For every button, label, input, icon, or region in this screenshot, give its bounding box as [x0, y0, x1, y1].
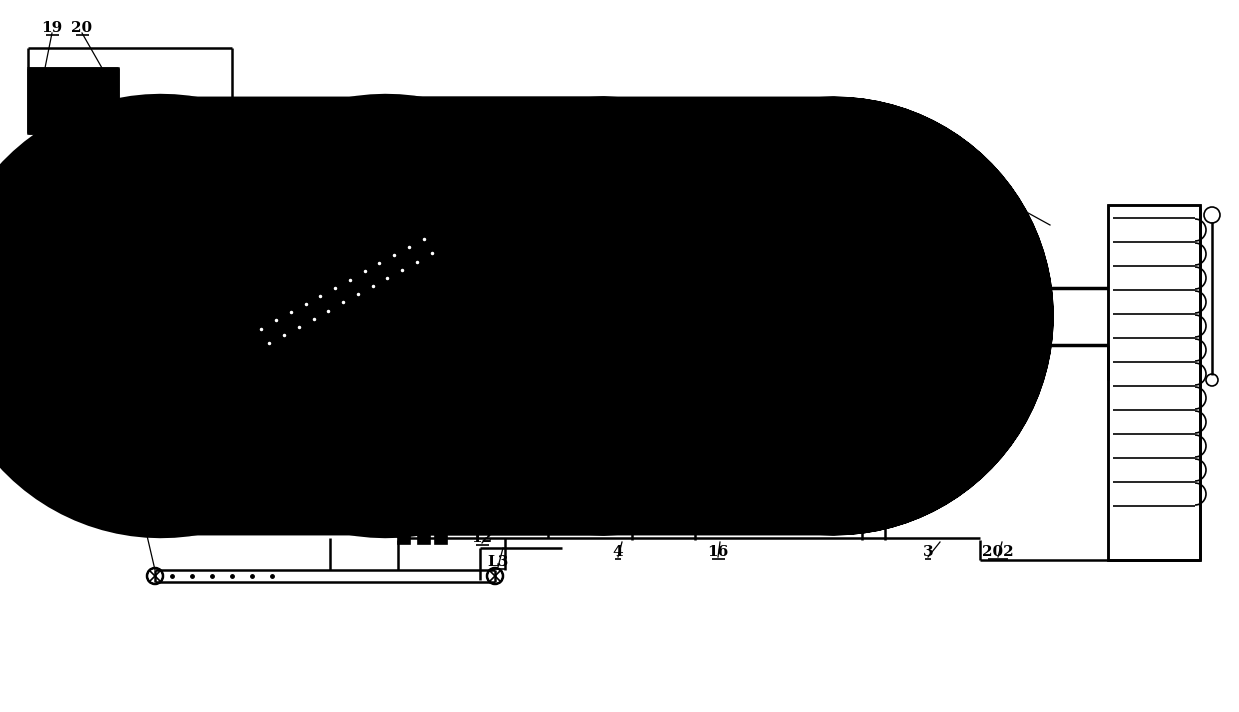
- Text: L4: L4: [528, 465, 549, 479]
- Text: 201: 201: [959, 191, 991, 205]
- Text: 13: 13: [637, 365, 659, 379]
- Text: 1: 1: [452, 178, 463, 192]
- Text: 8: 8: [577, 101, 589, 115]
- Text: 104: 104: [247, 398, 278, 412]
- Text: 21: 21: [207, 148, 228, 162]
- Text: 7: 7: [483, 178, 493, 192]
- Text: 105: 105: [377, 505, 408, 519]
- Text: 2: 2: [1005, 191, 1015, 205]
- Text: 5: 5: [509, 161, 520, 175]
- Bar: [28, 68, 118, 133]
- Text: 102: 102: [436, 241, 468, 255]
- Bar: [418, 532, 430, 544]
- Text: 106: 106: [123, 485, 154, 499]
- Text: S: S: [665, 424, 670, 430]
- Text: L1: L1: [720, 251, 741, 265]
- Polygon shape: [123, 110, 233, 215]
- Bar: [452, 282, 479, 304]
- Text: 15: 15: [684, 221, 705, 235]
- Bar: [435, 532, 447, 544]
- Polygon shape: [660, 250, 670, 268]
- Text: 20: 20: [72, 21, 93, 35]
- Polygon shape: [535, 445, 575, 468]
- Polygon shape: [252, 230, 442, 352]
- Text: 103: 103: [436, 441, 468, 455]
- Text: S: S: [736, 432, 741, 438]
- Text: 1101: 1101: [851, 191, 893, 205]
- Text: 19: 19: [41, 21, 63, 35]
- Bar: [1108, 205, 1201, 560]
- Text: L3: L3: [487, 555, 509, 569]
- Text: 12: 12: [471, 531, 493, 545]
- Text: 16: 16: [707, 545, 729, 559]
- Bar: [524, 290, 533, 298]
- Text: S: S: [600, 424, 605, 430]
- Bar: [398, 532, 410, 544]
- Bar: [1108, 205, 1201, 560]
- Text: 6: 6: [543, 141, 554, 155]
- Bar: [456, 285, 476, 301]
- Bar: [330, 252, 506, 457]
- Text: 202: 202: [983, 545, 1014, 559]
- Text: 11: 11: [902, 221, 923, 235]
- Text: 101: 101: [429, 411, 461, 425]
- Text: L2: L2: [841, 485, 862, 499]
- Text: 22: 22: [238, 203, 259, 217]
- Bar: [541, 368, 567, 386]
- Text: 4: 4: [613, 545, 623, 559]
- Text: 17: 17: [681, 365, 703, 379]
- Text: 3: 3: [923, 545, 933, 559]
- Text: 14: 14: [411, 505, 432, 519]
- Text: 107: 107: [421, 178, 453, 192]
